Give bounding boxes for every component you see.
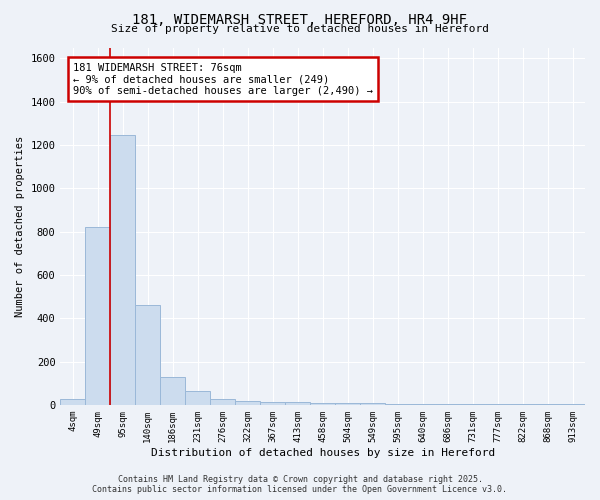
Bar [410,404,435,405]
Bar [185,391,210,405]
Bar [260,402,285,405]
Bar [335,403,360,405]
Bar [136,305,160,405]
Bar [235,401,260,405]
Text: Size of property relative to detached houses in Hereford: Size of property relative to detached ho… [111,24,489,34]
Bar [61,400,85,405]
Bar [485,404,510,405]
Bar [435,404,460,405]
Bar [110,135,136,405]
X-axis label: Distribution of detached houses by size in Hereford: Distribution of detached houses by size … [151,448,495,458]
Bar [210,400,235,405]
Bar [310,402,335,405]
Bar [285,402,310,405]
Bar [160,376,185,405]
Text: 181 WIDEMARSH STREET: 76sqm
← 9% of detached houses are smaller (249)
90% of sem: 181 WIDEMARSH STREET: 76sqm ← 9% of deta… [73,62,373,96]
Bar [360,404,385,405]
Bar [85,227,110,405]
Text: Contains HM Land Registry data © Crown copyright and database right 2025.
Contai: Contains HM Land Registry data © Crown c… [92,474,508,494]
Text: 181, WIDEMARSH STREET, HEREFORD, HR4 9HF: 181, WIDEMARSH STREET, HEREFORD, HR4 9HF [133,12,467,26]
Y-axis label: Number of detached properties: Number of detached properties [15,136,25,317]
Bar [385,404,410,405]
Bar [460,404,485,405]
